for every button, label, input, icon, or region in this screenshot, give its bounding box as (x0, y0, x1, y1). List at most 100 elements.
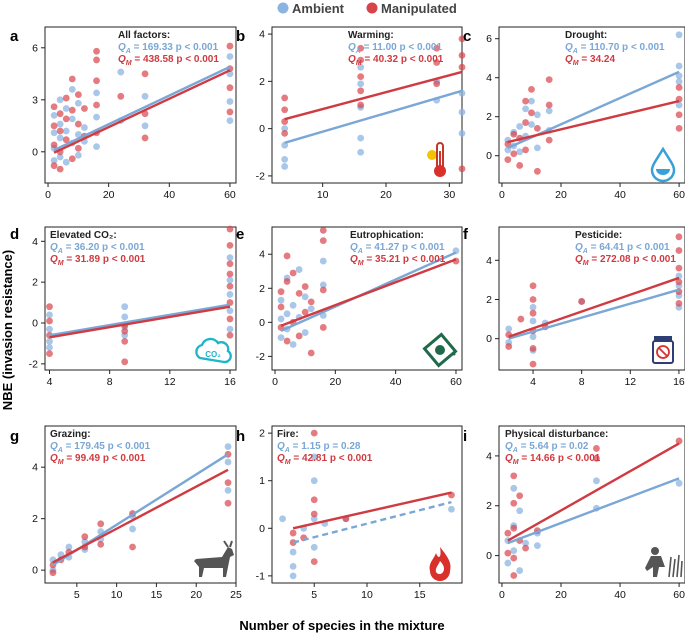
ambient-point (516, 507, 524, 515)
manipulated-point (578, 298, 586, 305)
ambient-point (357, 80, 365, 88)
panel-letter: f (463, 226, 469, 243)
manipulated-point (121, 338, 129, 345)
manipulated-point (357, 56, 365, 64)
ambient-point (226, 325, 234, 333)
manipulated-point (675, 299, 683, 307)
worker-icon (645, 547, 683, 578)
x-tick-label: 25 (230, 589, 242, 601)
manipulated-point (675, 278, 683, 286)
manipulated-stat: QM = 99.49 p < 0.001 (50, 453, 146, 466)
manipulated-fit-line (508, 276, 680, 338)
manipulated-point (458, 35, 466, 43)
manipulated-point (62, 136, 70, 144)
x-tick-label: 60 (224, 189, 236, 201)
ambient-point (281, 125, 289, 133)
manipulated-stat: QM = 34.24 (565, 54, 615, 67)
x-tick-label: 0 (499, 589, 505, 601)
ambient-point (319, 281, 327, 289)
ambient-point (46, 338, 53, 345)
manipulated-point (307, 349, 315, 357)
manipulated-point (97, 520, 105, 528)
manipulated-point (522, 97, 529, 105)
y-tick-label: 2 (486, 500, 492, 512)
manipulated-point (433, 44, 441, 52)
ambient-point (357, 134, 365, 142)
manipulated-point (528, 86, 535, 93)
x-tick-label: 12 (624, 376, 636, 388)
ambient-point (289, 548, 297, 556)
x-tick-label: 16 (673, 376, 685, 388)
manipulated-point (458, 51, 466, 59)
manipulated-point (310, 558, 318, 565)
thermometer-icon (427, 142, 446, 177)
manipulated-point (46, 317, 53, 325)
ambient-stat: QA = 1.15 p = 0.28 (277, 441, 361, 454)
y-tick-label: 2 (259, 76, 265, 88)
x-tick-label: 8 (579, 376, 585, 388)
manipulated-point (49, 569, 57, 577)
panel-letter: i (463, 428, 467, 445)
y-tick-label: 0 (32, 565, 38, 577)
panel-title: Warming: (348, 30, 394, 41)
ambient-point (81, 124, 88, 131)
panel-frame (498, 26, 685, 184)
ambient-point (141, 92, 149, 100)
ambient-point (528, 121, 535, 128)
panel-c: 0 20 40 60 0 2 4 6 c Drought:QA = 110.70 p < 0.00… (463, 26, 685, 201)
panel-a: 0 20 40 60 0 3 6 a All factors:QA = 169.33 p < 0… (10, 26, 237, 201)
manipulated-point (301, 283, 309, 290)
x-tick-label: 10 (361, 589, 373, 601)
ambient-point (310, 515, 318, 523)
x-tick-label: 10 (317, 189, 329, 201)
ambient-point (56, 134, 64, 142)
ambient-fit-line (49, 303, 231, 337)
ambient-point (357, 63, 365, 71)
ambient-point (224, 458, 232, 466)
panel-d: 4 8 12 16 -2 0 2 4 d Elevated CO₂:QA = 36.20 p < … (10, 225, 237, 388)
ambient-point (675, 479, 683, 487)
y-tick-label: 2 (486, 111, 492, 123)
ambient-point (533, 542, 541, 550)
panel-letter: h (236, 428, 245, 445)
ambient-stat: QA = 5.64 p = 0.02 (505, 441, 589, 454)
legend: Ambient Manipulated (277, 1, 457, 16)
ambient-point (448, 505, 455, 513)
x-tick-label: 8 (107, 376, 113, 388)
ambient-point (319, 257, 327, 265)
manipulated-point (277, 288, 285, 296)
y-tick-label: 0 (259, 317, 265, 329)
manipulated-point (510, 150, 518, 158)
manipulated-point (74, 144, 82, 152)
manipulated-point (226, 282, 234, 290)
panel-letter: e (236, 226, 244, 243)
panel-g: 5 10 15 20 25 0 2 4 g Grazing:QA = 179.45 p < 0.0… (10, 425, 242, 601)
ambient-point (277, 296, 285, 304)
ambient-fit-line (508, 288, 680, 340)
ambient-point (510, 484, 518, 492)
manipulated-point (226, 315, 234, 323)
panel-letter: c (463, 28, 471, 45)
manipulated-point (226, 108, 234, 116)
manipulated-point (295, 289, 303, 297)
ambient-point (74, 99, 82, 107)
ambient-point (56, 153, 64, 161)
manipulated-point (522, 119, 529, 126)
panel-b: 10 20 30 -2 0 2 4 b Warming:QA = 11.00 p < 0.001… (236, 26, 466, 201)
y-tick-label: 0 (259, 123, 265, 135)
manipulated-point (593, 445, 600, 452)
ambient-point (226, 53, 234, 60)
ambient-point (50, 157, 58, 164)
manipulated-stat: QM = 42.81 p < 0.001 (277, 453, 373, 466)
legend-ambient-label: Ambient (292, 1, 345, 16)
ambient-point (529, 303, 537, 311)
manipulated-point (545, 101, 553, 109)
x-tick-label: 0 (499, 189, 505, 201)
ambient-point (121, 313, 129, 321)
manipulated-point (510, 499, 518, 507)
manipulated-point (675, 247, 683, 254)
panel-letter: d (10, 226, 19, 243)
manipulated-point (458, 63, 466, 71)
manipulated-point (301, 308, 309, 316)
y-tick-label: 4 (32, 462, 38, 474)
